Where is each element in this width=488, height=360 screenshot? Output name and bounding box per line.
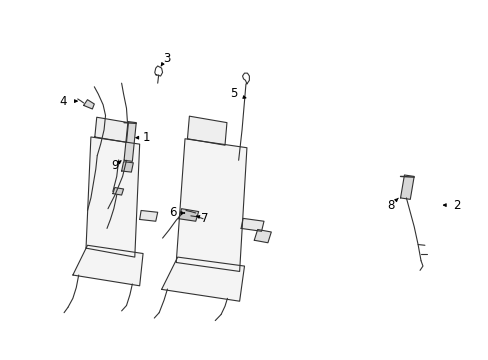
Polygon shape — [83, 100, 94, 109]
Text: 1: 1 — [142, 131, 149, 144]
Polygon shape — [254, 229, 271, 243]
Polygon shape — [400, 175, 413, 199]
Polygon shape — [113, 188, 123, 195]
Polygon shape — [241, 219, 264, 231]
Polygon shape — [73, 245, 143, 286]
Text: 8: 8 — [386, 199, 394, 212]
Polygon shape — [176, 139, 246, 271]
Text: 5: 5 — [230, 87, 237, 100]
Text: 3: 3 — [163, 51, 170, 64]
Polygon shape — [124, 122, 136, 161]
Polygon shape — [161, 257, 244, 301]
Polygon shape — [95, 117, 128, 142]
Text: 4: 4 — [59, 95, 67, 108]
Polygon shape — [122, 162, 133, 172]
Text: 6: 6 — [169, 207, 176, 220]
Text: 9: 9 — [111, 159, 119, 172]
Polygon shape — [178, 209, 198, 221]
Polygon shape — [86, 137, 140, 257]
Text: 7: 7 — [201, 212, 208, 225]
Text: 2: 2 — [452, 199, 459, 212]
Polygon shape — [140, 211, 158, 221]
Polygon shape — [187, 116, 226, 145]
